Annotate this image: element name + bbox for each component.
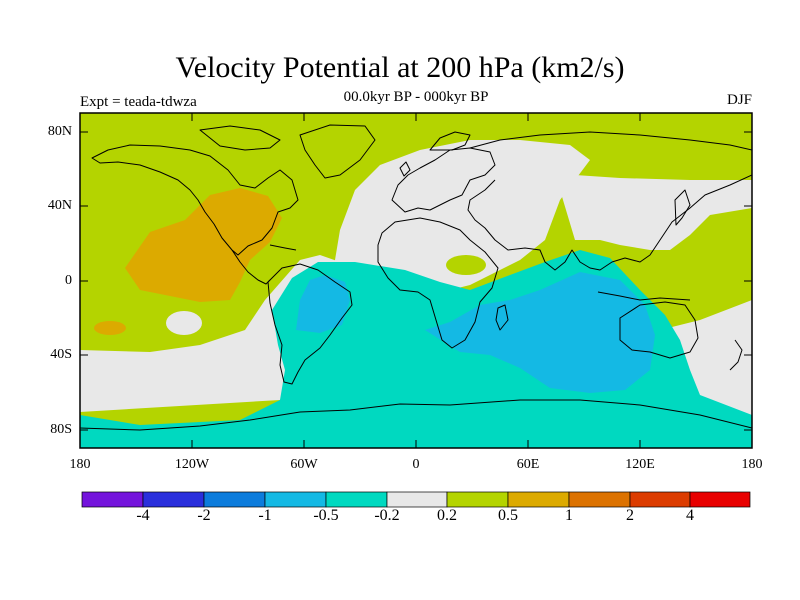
field-negative-05-indian-ocean [425, 272, 655, 393]
field-neutral-africa-europe [330, 140, 590, 295]
colorbar-label-02: 0.2 [437, 507, 457, 524]
field-neutral-pacific-circle [166, 311, 202, 335]
colorbar-label-neg4: -4 [136, 507, 150, 524]
lon-label-60w: 60W [290, 457, 318, 472]
colorbar-bin-7 [507, 491, 570, 508]
colorbar-label-1: 1 [565, 507, 573, 524]
colorbar-bin-10 [689, 491, 751, 508]
colorbar-bin-5 [386, 491, 448, 508]
colorbar-label-05: 0.5 [498, 507, 518, 524]
lon-label-0: 0 [412, 457, 420, 472]
colorbar-label-neg1: -1 [258, 507, 272, 524]
colorbar [81, 491, 751, 508]
experiment-label: Expt = teada-tdwza [80, 94, 197, 110]
axis-ticks [79, 113, 753, 448]
colorbar-bin-3 [264, 491, 327, 508]
coast-antarctica [80, 399, 752, 431]
lat-label-40n: 40N [47, 198, 72, 213]
coast-british-isles [399, 161, 411, 177]
field-positive-02-africa [446, 255, 486, 275]
coast-asia [467, 131, 752, 271]
field-neutral-asia [560, 175, 752, 250]
coast-europe [391, 147, 496, 213]
coast-africa [377, 217, 499, 349]
lon-label-120w: 120W [174, 457, 210, 472]
lat-label-0: 0 [65, 273, 72, 288]
colorbar-label-neg05: -0.5 [313, 507, 339, 524]
lon-label-60e: 60E [516, 457, 540, 472]
colorbar-bin-8 [568, 491, 631, 508]
coast-indonesia [597, 291, 691, 301]
colorbar-label-neg2: -2 [197, 507, 211, 524]
lon-label-120e: 120E [625, 457, 655, 472]
season-label: DJF [726, 92, 752, 108]
field-positive-05-small [94, 321, 126, 335]
colorbar-bin-0 [81, 491, 144, 508]
coast-greenland [299, 124, 376, 179]
coast-australia [619, 301, 699, 359]
coast-madagascar [495, 304, 509, 331]
colorbar-label-2: 2 [626, 507, 634, 524]
colorbar-label-4: 4 [686, 507, 694, 524]
coast-arctic-islands [199, 125, 281, 151]
plot-subtitle: 00.0kyr BP - 000kyr BP [343, 89, 489, 105]
map-fields [80, 113, 752, 448]
colorbar-bin-9 [629, 491, 691, 508]
colorbar-bin-6 [446, 491, 509, 508]
coastlines [80, 124, 752, 431]
field-negative-05-south-america [296, 275, 350, 333]
colorbar-bin-1 [142, 491, 205, 508]
coast-caribbean [269, 244, 297, 251]
coast-central-america [231, 249, 271, 285]
coast-south-america [267, 263, 353, 385]
colorbar-bin-2 [203, 491, 266, 508]
lat-label-80s: 80S [50, 422, 72, 437]
colorbar-bin-4 [325, 491, 388, 508]
field-neutral-south-pacific-east [660, 300, 752, 418]
lon-label-180e: 180 [741, 457, 763, 472]
field-positive-05 [125, 188, 282, 302]
lat-label-80n: 80N [47, 124, 72, 139]
coast-scandinavia [429, 131, 471, 151]
colorbar-label-neg02: -0.2 [374, 507, 400, 524]
lat-label-40s: 40S [50, 347, 72, 362]
coast-north-america [91, 144, 299, 256]
lon-label-180w: 180 [69, 457, 91, 472]
coast-new-zealand [729, 339, 743, 371]
plot-title: Velocity Potential at 200 hPa (km2/s) [175, 51, 625, 84]
coast-japan [674, 189, 691, 226]
field-neutral-south-atlantic-pacific [80, 255, 340, 412]
